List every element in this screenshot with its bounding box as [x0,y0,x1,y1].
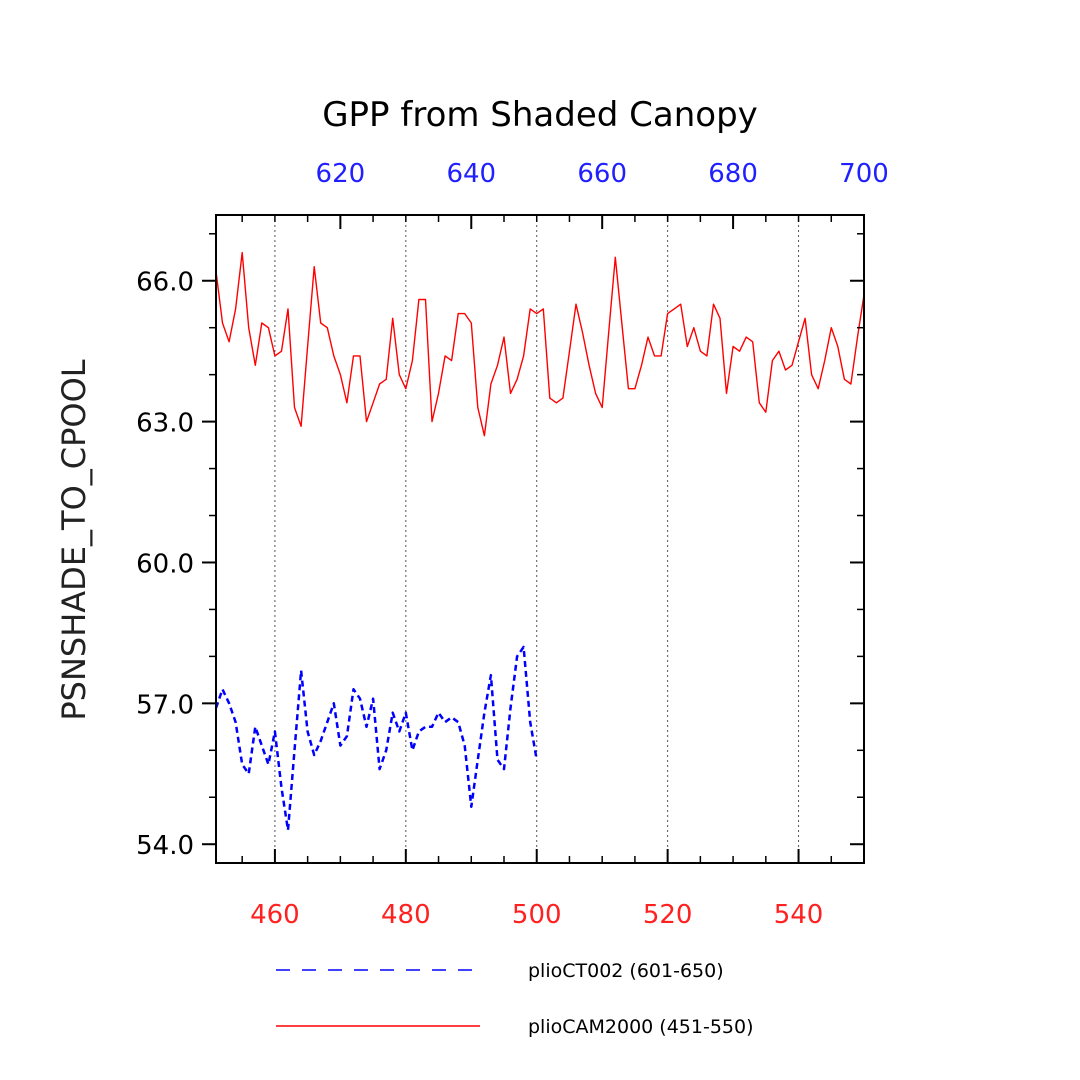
chart-title: GPP from Shaded Canopy [322,95,758,135]
x-top-tick-label: 640 [446,159,496,189]
y-tick-label: 54.0 [136,831,194,861]
legend-label-plioCT002: plioCT002 (601-650) [528,960,724,982]
x-bottom-tick-label: 520 [643,900,693,930]
x-top-tick-label: 680 [708,159,758,189]
axis-ticks [202,215,865,863]
x-top-tick-label: 620 [316,159,366,189]
tick-labels: 460 480 500 520 540 620 640 660 680 700 54.0 57.0 60… [136,159,889,930]
plot-frame [215,214,865,864]
x-bottom-tick-label: 500 [512,900,562,930]
y-axis-label: PSNSHADE_TO_CPOOL [55,359,93,720]
y-tick-label: 66.0 [136,268,194,298]
x-top-tick-label: 660 [577,159,627,189]
legend-label-plioCAM2000: plioCAM2000 (451-550) [528,1016,754,1038]
y-tick-label: 63.0 [136,409,194,439]
legend: plioCT002 (601-650) plioCAM2000 (451-550… [276,960,754,1038]
series-line-plioCT002 [214,645,538,832]
x-bottom-tick-label: 460 [250,900,300,930]
x-top-tick-label: 700 [839,159,889,189]
y-tick-label: 57.0 [136,690,194,720]
series-layer [214,251,865,832]
y-tick-label: 60.0 [136,549,194,579]
series-line-plioCAM2000 [215,251,865,437]
x-bottom-tick-label: 480 [381,900,431,930]
x-bottom-tick-label: 540 [774,900,824,930]
